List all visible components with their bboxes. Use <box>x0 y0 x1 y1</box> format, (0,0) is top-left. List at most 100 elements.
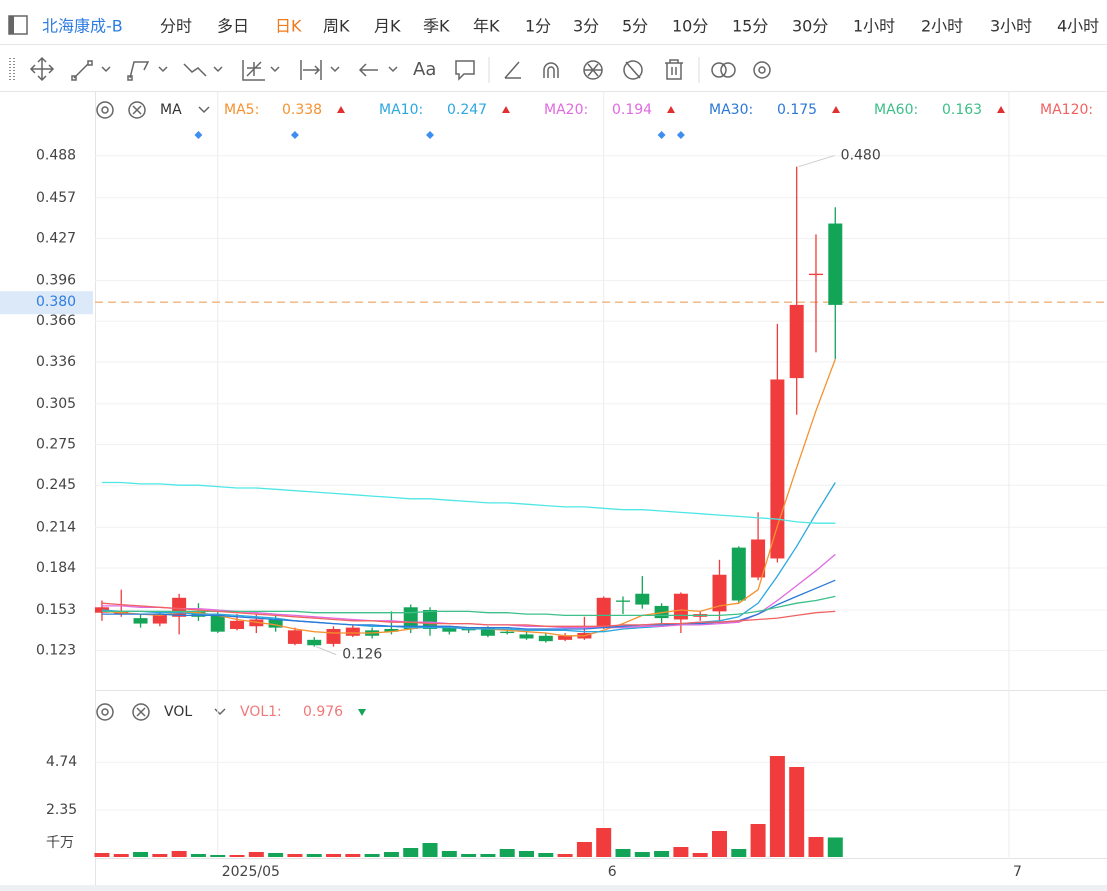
measure-tool[interactable] <box>300 60 340 80</box>
candle-body <box>789 304 804 379</box>
y-tick-label: 2.35 <box>46 802 77 818</box>
volume-bar <box>827 837 843 857</box>
volume-bar <box>750 824 766 857</box>
volume-bar <box>634 852 650 857</box>
tab[interactable]: 1小时 <box>853 17 895 36</box>
legend-name: VOL1: <box>240 704 282 720</box>
angle-tool[interactable] <box>504 61 521 79</box>
candle-body <box>326 628 341 644</box>
tab[interactable]: 1分 <box>525 17 551 36</box>
volume-bar <box>519 851 535 857</box>
volume-bar <box>441 851 457 857</box>
legend-value: 0.338 <box>282 102 322 118</box>
legend-name: MA5: <box>224 102 259 118</box>
y-tick-label: 0.336 <box>36 354 76 370</box>
symbol[interactable]: 北海康成-B <box>42 17 123 36</box>
legend-arrow <box>832 106 840 113</box>
volume-bar <box>769 756 785 857</box>
indicator-name[interactable]: MA <box>160 102 182 118</box>
settings-tool[interactable] <box>753 61 771 79</box>
tab[interactable]: 年K <box>473 17 500 36</box>
tab[interactable]: 3分 <box>573 17 599 36</box>
gear-hub <box>101 708 109 716</box>
arrow-tool[interactable] <box>358 63 398 77</box>
volume-bar <box>731 849 747 857</box>
line-tool[interactable] <box>71 60 111 81</box>
tab[interactable]: 15分 <box>732 17 768 36</box>
tab[interactable]: 月K <box>374 17 401 36</box>
legend-value: 0.175 <box>777 102 817 118</box>
candle-body <box>152 614 167 624</box>
y-unit: 千万 <box>46 835 74 851</box>
tab[interactable]: 4小时 <box>1057 17 1099 36</box>
y-tick-label: 0.123 <box>36 643 76 659</box>
volume-bar <box>306 854 322 857</box>
x-tick-label: 6 <box>608 864 617 880</box>
close-x <box>136 707 146 717</box>
volume-bar <box>615 849 631 857</box>
candle-body <box>133 618 148 624</box>
candle-body <box>519 634 534 639</box>
move-tool[interactable] <box>29 56 55 82</box>
volume-bar <box>711 831 727 857</box>
grip <box>9 58 15 82</box>
ma-line <box>101 482 836 633</box>
wave-tool[interactable] <box>183 63 223 77</box>
legend-arrow <box>337 106 345 113</box>
legend-arrow <box>358 709 366 716</box>
text-tool[interactable]: Aa <box>413 59 436 80</box>
event-marker <box>194 131 203 139</box>
fib-tool[interactable] <box>242 60 280 81</box>
volume-bar <box>113 854 129 857</box>
tab[interactable]: 3小时 <box>990 17 1032 36</box>
compare-tool[interactable] <box>711 62 736 78</box>
indicator-name[interactable]: VOL <box>164 704 192 720</box>
volume-bar <box>133 852 149 857</box>
y-tick-label: 0.305 <box>36 396 76 412</box>
gear-hub <box>101 106 109 114</box>
tab[interactable]: 分时 <box>160 17 192 36</box>
legend-name: MA60: <box>874 102 918 118</box>
legend-value: 0.163 <box>942 102 982 118</box>
x-tick-label: 7 <box>1013 864 1022 880</box>
tab[interactable]: 日K <box>275 17 302 36</box>
y-tick-label: 0.396 <box>36 272 76 288</box>
gear[interactable] <box>96 703 114 721</box>
volume-bar <box>499 849 515 857</box>
candle-body <box>307 639 322 646</box>
channel-tool[interactable] <box>127 61 168 81</box>
chevron[interactable] <box>198 106 210 114</box>
tab[interactable]: 周K <box>323 17 350 36</box>
hide-tool[interactable] <box>623 60 643 80</box>
tab[interactable]: 10分 <box>672 17 708 36</box>
y-tick-label: 4.74 <box>46 754 77 770</box>
legend-value: 0.247 <box>447 102 487 118</box>
gear[interactable] <box>96 101 114 119</box>
lock-tool[interactable] <box>583 60 603 80</box>
ma-line <box>101 481 836 524</box>
note-tool[interactable] <box>455 60 475 81</box>
close[interactable] <box>128 101 146 119</box>
tab[interactable]: 多日 <box>217 17 249 36</box>
delete-tool[interactable] <box>665 59 683 80</box>
tab[interactable]: 季K <box>423 17 450 36</box>
tab[interactable]: 2小时 <box>921 17 963 36</box>
annotation: 0.480 <box>841 148 881 164</box>
chevron[interactable] <box>214 708 226 716</box>
tab[interactable]: 5分 <box>622 17 648 36</box>
magnet-tool[interactable] <box>543 62 559 78</box>
volume-bar <box>557 854 573 857</box>
annotation-leader <box>798 155 835 168</box>
volume-bar <box>190 854 206 857</box>
legend-name: MA30: <box>709 102 753 118</box>
volume-bar <box>287 854 303 857</box>
event-marker <box>290 131 299 139</box>
candle-body <box>616 600 630 602</box>
candle-body <box>384 628 399 632</box>
close[interactable] <box>132 703 150 721</box>
candle-body <box>673 593 688 620</box>
volume-bar <box>692 853 708 857</box>
candle-body <box>500 631 515 634</box>
tab[interactable]: 30分 <box>792 17 828 36</box>
legend-value: 0.194 <box>612 102 652 118</box>
